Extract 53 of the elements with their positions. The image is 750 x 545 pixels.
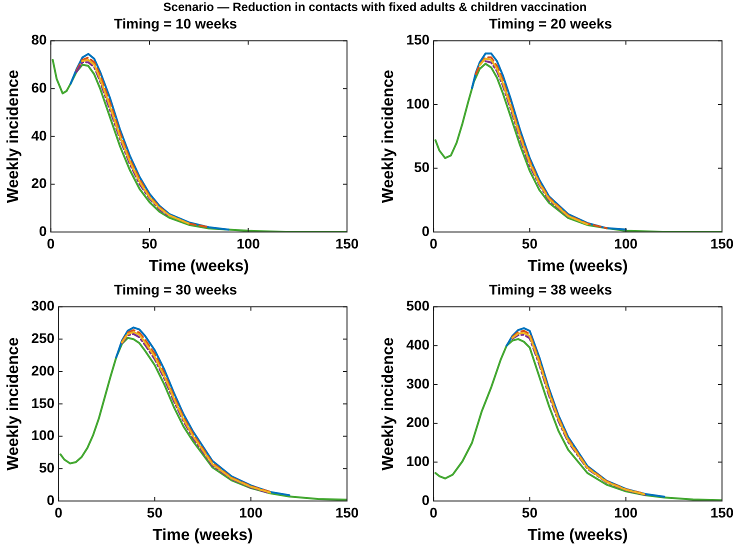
line-series xyxy=(484,60,570,218)
y-tick-label: 50 xyxy=(38,459,55,476)
chart-title: Timing = 20 weeks xyxy=(488,15,612,32)
y-tick-label: 0 xyxy=(46,492,55,508)
y-tick-label: 0 xyxy=(38,222,47,239)
y-tick-label: 40 xyxy=(31,127,47,144)
chart-title: Timing = 10 weeks xyxy=(114,15,238,32)
line-series xyxy=(75,61,170,218)
x-tick-label: 100 xyxy=(614,504,638,520)
x-tick-label: 150 xyxy=(335,504,359,520)
x-tick-label: 50 xyxy=(522,235,538,252)
x-tick-label: 50 xyxy=(142,235,158,252)
y-tick-label: 200 xyxy=(406,414,430,430)
x-tick-label: 100 xyxy=(236,235,260,252)
x-axis-title: Time (weeks) xyxy=(528,526,628,544)
y-tick-label: 250 xyxy=(31,330,55,346)
y-tick-label: 50 xyxy=(414,159,430,176)
y-tick-label: 500 xyxy=(406,298,430,314)
line-series xyxy=(75,56,210,228)
y-tick-label: 400 xyxy=(406,336,430,352)
y-tick-label: 0 xyxy=(422,492,430,508)
y-tick-label: 150 xyxy=(31,394,55,411)
x-axis-title: Time (weeks) xyxy=(152,526,253,544)
y-axis-title: Weekly incidence xyxy=(380,337,398,470)
x-tick-label: 150 xyxy=(710,235,734,252)
y-tick-label: 20 xyxy=(31,175,47,192)
x-tick-label: 100 xyxy=(239,504,263,520)
y-axis-title: Weekly incidence xyxy=(380,70,398,203)
line-series xyxy=(81,58,190,225)
y-tick-label: 100 xyxy=(406,95,430,112)
y-tick-label: 200 xyxy=(31,362,55,378)
chart-title: Timing = 30 weeks xyxy=(114,281,238,298)
x-tick-label: 100 xyxy=(614,235,638,252)
chart-title: Timing = 38 weeks xyxy=(488,281,612,298)
x-tick-label: 50 xyxy=(146,504,163,520)
x-axis-title: Time (weeks) xyxy=(528,258,628,275)
x-tick-label: 50 xyxy=(522,504,538,520)
line-series xyxy=(474,56,608,230)
line-series xyxy=(478,58,588,226)
y-tick-label: 60 xyxy=(31,79,47,96)
y-tick-label: 0 xyxy=(422,222,430,239)
x-tick-label: 150 xyxy=(710,504,734,520)
y-tick-label: 100 xyxy=(31,427,55,444)
text: Scenario — Reduction in contacts with fixed adults & children vaccination xyxy=(162,0,588,14)
y-tick-label: 100 xyxy=(406,453,430,470)
y-axis-title: Weekly incidence xyxy=(5,337,22,470)
x-tick-label: 150 xyxy=(335,235,359,252)
y-axis-title: Weekly incidence xyxy=(5,70,22,203)
y-tick-label: 300 xyxy=(406,375,430,392)
y-tick-label: 300 xyxy=(31,298,55,314)
x-axis-title: Time (weeks) xyxy=(148,258,249,275)
y-tick-label: 150 xyxy=(406,32,430,48)
y-tick-label: 80 xyxy=(31,32,47,48)
